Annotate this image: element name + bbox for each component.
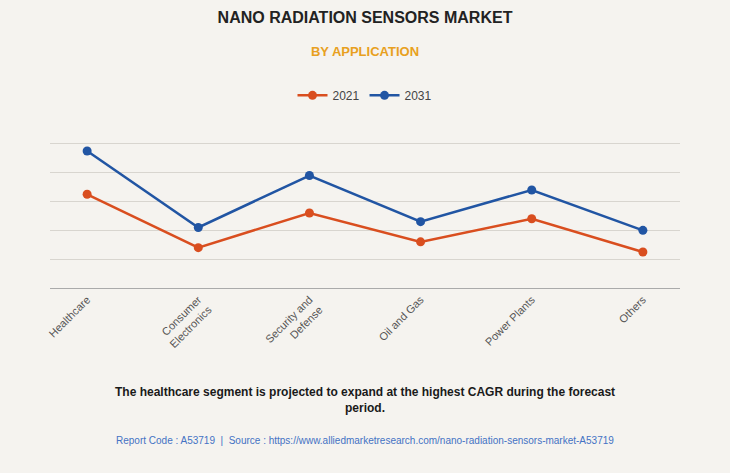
svg-text:ConsumerElectronics: ConsumerElectronics (157, 293, 214, 350)
svg-text:The healthcare segment is proj: The healthcare segment is projected to e… (115, 385, 615, 415)
svg-text:BY APPLICATION: BY APPLICATION (311, 44, 419, 59)
svg-text:Power Plants: Power Plants (483, 293, 538, 348)
svg-text:NANO RADIATION SENSORS MARKET: NANO RADIATION SENSORS MARKET (218, 9, 513, 26)
svg-text:Healthcare: Healthcare (46, 294, 92, 340)
svg-text:2021: 2021 (333, 89, 360, 103)
svg-text:Report Code : A53719 | Sourc: Report Code : A53719 | Source : https://… (116, 435, 614, 446)
svg-text:Others: Others (616, 293, 648, 325)
svg-text:Security andDefense: Security andDefense (263, 294, 325, 356)
svg-text:Oil and Gas: Oil and Gas (376, 293, 426, 343)
svg-text:2031: 2031 (405, 89, 432, 103)
